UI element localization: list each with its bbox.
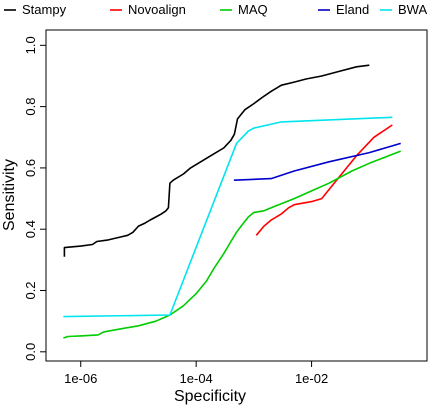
legend-label: BWA xyxy=(398,2,427,17)
legend-label: MAQ xyxy=(238,2,268,17)
x-tick-label: 1e-04 xyxy=(180,371,213,386)
y-tick-label: 0.2 xyxy=(23,281,38,299)
series-line-maq xyxy=(63,150,401,339)
legend-item-stampy: Stampy xyxy=(4,2,67,17)
y-tick-label: 0.0 xyxy=(23,343,38,361)
x-axis: 1e-06 1e-04 1e-02 xyxy=(64,360,328,386)
legend: Stampy Novoalign MAQ Eland BWA xyxy=(4,2,427,17)
plot-frame xyxy=(45,29,428,362)
y-axis-label: Sensitivity xyxy=(1,159,18,231)
y-axis: 0.0 0.2 0.4 0.6 0.8 1.0 xyxy=(23,36,47,361)
series-line-eland xyxy=(233,142,401,181)
series-line-stampy xyxy=(63,64,370,257)
y-tick-label: 0.8 xyxy=(23,98,38,116)
y-tick-label: 0.6 xyxy=(23,159,38,177)
legend-item-maq: MAQ xyxy=(220,2,268,17)
legend-label: Stampy xyxy=(22,2,67,17)
series-line-novoalign xyxy=(255,124,393,236)
legend-label: Novoalign xyxy=(128,2,186,17)
y-tick-label: 0.4 xyxy=(23,220,38,238)
series-layer xyxy=(63,64,401,339)
x-tick-label: 1e-06 xyxy=(64,371,97,386)
x-axis-label: Specificity xyxy=(174,388,246,405)
legend-item-bwa: BWA xyxy=(380,2,427,17)
legend-label: Eland xyxy=(336,2,369,17)
x-tick-label: 1e-02 xyxy=(295,371,328,386)
y-tick-label: 1.0 xyxy=(23,36,38,54)
legend-item-eland: Eland xyxy=(318,2,369,17)
legend-item-novoalign: Novoalign xyxy=(110,2,186,17)
series-line-bwa xyxy=(63,116,393,318)
